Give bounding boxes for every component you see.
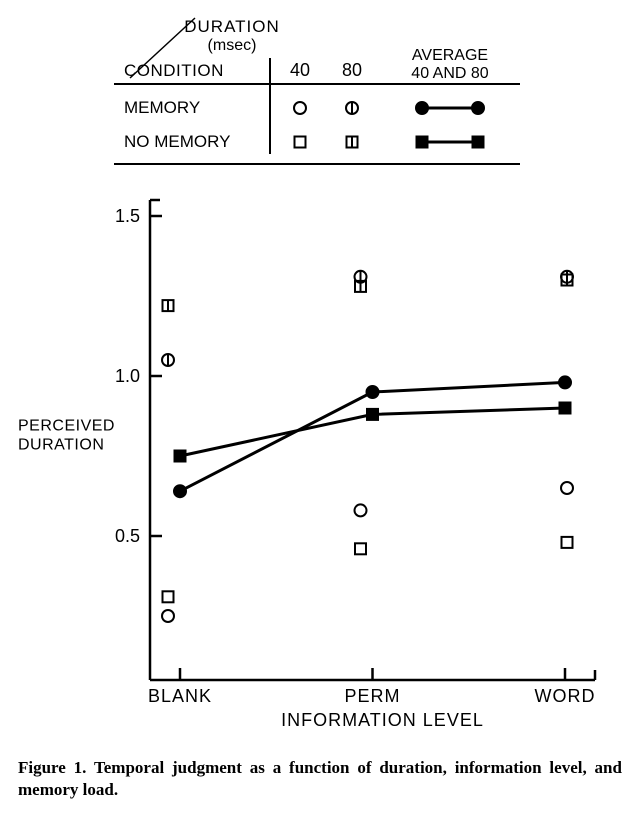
page: DURATION(msec)CONDITION4080AVERAGE40 AND… <box>0 0 640 819</box>
svg-text:BLANK: BLANK <box>148 686 212 706</box>
figure-svg: DURATION(msec)CONDITION4080AVERAGE40 AND… <box>0 0 640 760</box>
figure-caption: Figure 1. Temporal judgment as a functio… <box>18 757 622 801</box>
svg-text:80: 80 <box>342 60 362 80</box>
caption-text: Temporal judgment as a function of durat… <box>18 758 622 799</box>
plot-area: 0.5 1.0 1.5 PERCEIVED DURATION BLANK PERM WORD I… <box>18 200 596 730</box>
svg-text:PERM: PERM <box>344 686 400 706</box>
svg-text:0.5: 0.5 <box>115 526 140 546</box>
svg-text:CONDITION: CONDITION <box>124 61 224 80</box>
svg-text:WORD: WORD <box>535 686 596 706</box>
legend-table: DURATION(msec) CONDITION 40 80 AVERAGE40 AND… <box>114 17 520 164</box>
svg-text:AVERAGE: AVERAGE <box>412 47 488 64</box>
svg-text:NO MEMORY: NO MEMORY <box>124 132 230 151</box>
svg-text:40: 40 <box>290 60 310 80</box>
svg-text:40 AND 80: 40 AND 80 <box>411 65 488 82</box>
svg-text:(msec): (msec) <box>208 37 257 54</box>
svg-text:DURATION: DURATION <box>18 437 104 454</box>
svg-text:1.0: 1.0 <box>115 366 140 386</box>
svg-text:1.5: 1.5 <box>115 206 140 226</box>
caption-prefix: Figure 1. <box>18 758 86 777</box>
svg-text:MEMORY: MEMORY <box>124 98 200 117</box>
svg-text:INFORMATION LEVEL: INFORMATION LEVEL <box>281 710 484 730</box>
svg-text:PERCEIVED: PERCEIVED <box>18 417 115 434</box>
svg-text:DURATION: DURATION <box>184 17 280 36</box>
